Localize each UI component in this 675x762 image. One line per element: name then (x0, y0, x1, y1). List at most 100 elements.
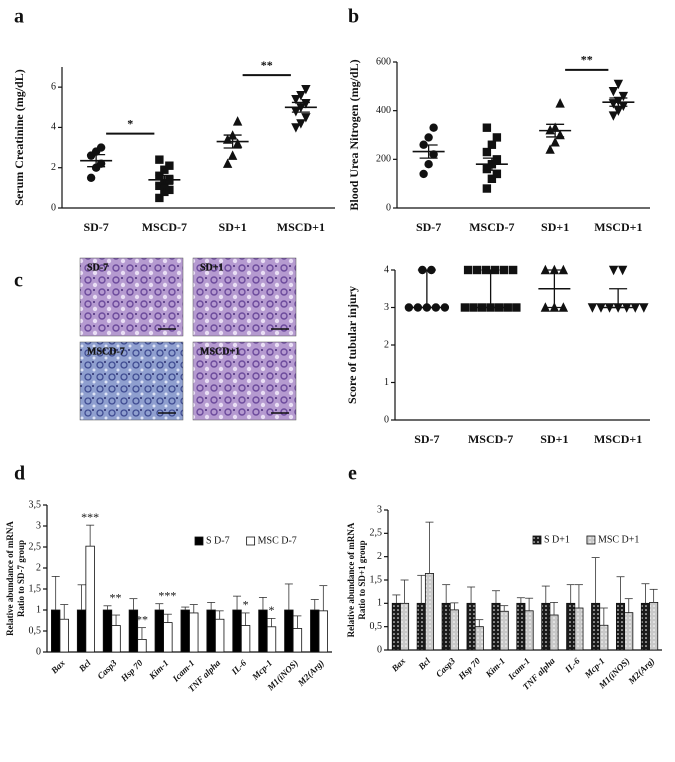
data-point (492, 155, 502, 164)
data-point (301, 113, 311, 123)
bar (310, 609, 320, 653)
bar (111, 625, 121, 653)
x-tick-label: Hsp 70 (118, 657, 145, 684)
data-point (482, 123, 492, 132)
bar (189, 612, 199, 653)
significance-label: * (243, 598, 249, 612)
legend-label: S D-7 (206, 535, 230, 546)
bar (318, 610, 328, 653)
bar (566, 602, 576, 651)
y-tick-label: 600 (376, 56, 391, 67)
y-tick-label: 2,5 (29, 541, 42, 552)
histology-image (192, 341, 297, 421)
significance-label: * (269, 603, 275, 617)
data-point (487, 140, 497, 149)
data-point (545, 124, 555, 135)
bar (599, 624, 609, 651)
bar (416, 602, 426, 651)
y-tick-label: 2 (384, 339, 389, 350)
bar (466, 602, 476, 651)
legend-swatch (586, 535, 596, 545)
legend-label: MSC D-7 (258, 535, 297, 546)
data-point (482, 184, 492, 193)
bar (292, 628, 303, 653)
x-tick-label: MSCD-7 (469, 220, 514, 234)
panel-letter: a (14, 6, 24, 28)
bar (424, 573, 434, 651)
data-point (424, 133, 433, 142)
x-tick-label: SD+1 (540, 432, 568, 446)
y-tick-label: 4 (51, 122, 56, 133)
bar (549, 614, 559, 651)
data-point (499, 265, 509, 275)
data-point (86, 173, 96, 182)
y-tick-label: 0,5 (29, 625, 42, 636)
image-label: MSCD+1 (200, 346, 240, 357)
data-point (155, 155, 164, 164)
data-point (404, 303, 414, 312)
data-point (96, 159, 106, 168)
data-point (440, 303, 450, 312)
data-point (160, 187, 169, 197)
data-point (630, 303, 640, 313)
bar (524, 610, 534, 651)
x-tick-label: MSCD+1 (594, 220, 642, 234)
y-tick-label: 1 (36, 604, 41, 615)
data-point (296, 119, 306, 129)
bar (232, 609, 242, 653)
data-point (232, 138, 243, 148)
y-tick-label: 3,5 (29, 499, 42, 510)
image-label: MSCD-7 (87, 346, 125, 357)
x-tick-label: IL-6 (229, 657, 249, 677)
legend-label: MSC D+1 (598, 534, 639, 545)
x-tick-label: Casp3 (434, 655, 458, 679)
y-tick-label: 2 (51, 162, 56, 173)
data-point (227, 150, 238, 160)
data-point (608, 87, 619, 97)
x-tick-label: Hsp 70 (456, 655, 483, 682)
data-point (165, 161, 174, 170)
histology-image (79, 257, 184, 337)
y-tick-label: 0 (36, 646, 41, 657)
data-point (487, 174, 497, 183)
panel-letter: c (14, 270, 23, 292)
data-point (608, 265, 619, 276)
significance-label: ** (261, 58, 273, 72)
y-tick-label: 1 (384, 377, 389, 388)
x-tick-label: M2(Arg) (626, 656, 657, 687)
significance-label: * (127, 116, 133, 130)
bar (574, 607, 584, 651)
bar (284, 609, 294, 653)
bar (59, 618, 69, 653)
data-point (165, 185, 174, 195)
data-point (492, 133, 502, 142)
data-point (301, 84, 311, 95)
bar (240, 625, 251, 653)
data-point (545, 144, 555, 154)
bar (391, 602, 401, 651)
y-tick-label: 3 (36, 520, 41, 531)
bar (266, 626, 277, 653)
data-point (155, 193, 164, 203)
bar (163, 622, 173, 653)
image-label: SD+1 (200, 262, 223, 273)
y-tick-label: 0 (51, 202, 56, 213)
x-tick-label: SD-7 (83, 220, 108, 234)
x-tick-label: Bcl (76, 657, 93, 674)
x-tick-label: Bax (389, 655, 408, 674)
significance-label: ** (581, 53, 593, 67)
data-point (463, 265, 473, 275)
panel-letter: d (14, 463, 25, 485)
x-tick-label: MSCD-7 (468, 432, 513, 446)
data-point (550, 137, 560, 147)
panel-letter: b (348, 6, 359, 28)
bar (541, 602, 551, 651)
y-tick-label: 0 (384, 414, 389, 425)
bar (137, 639, 147, 653)
data-point (424, 160, 433, 169)
image-label: SD-7 (87, 262, 108, 273)
data-point (639, 303, 649, 313)
x-tick-label: SD+1 (541, 220, 569, 234)
data-point (613, 79, 624, 90)
